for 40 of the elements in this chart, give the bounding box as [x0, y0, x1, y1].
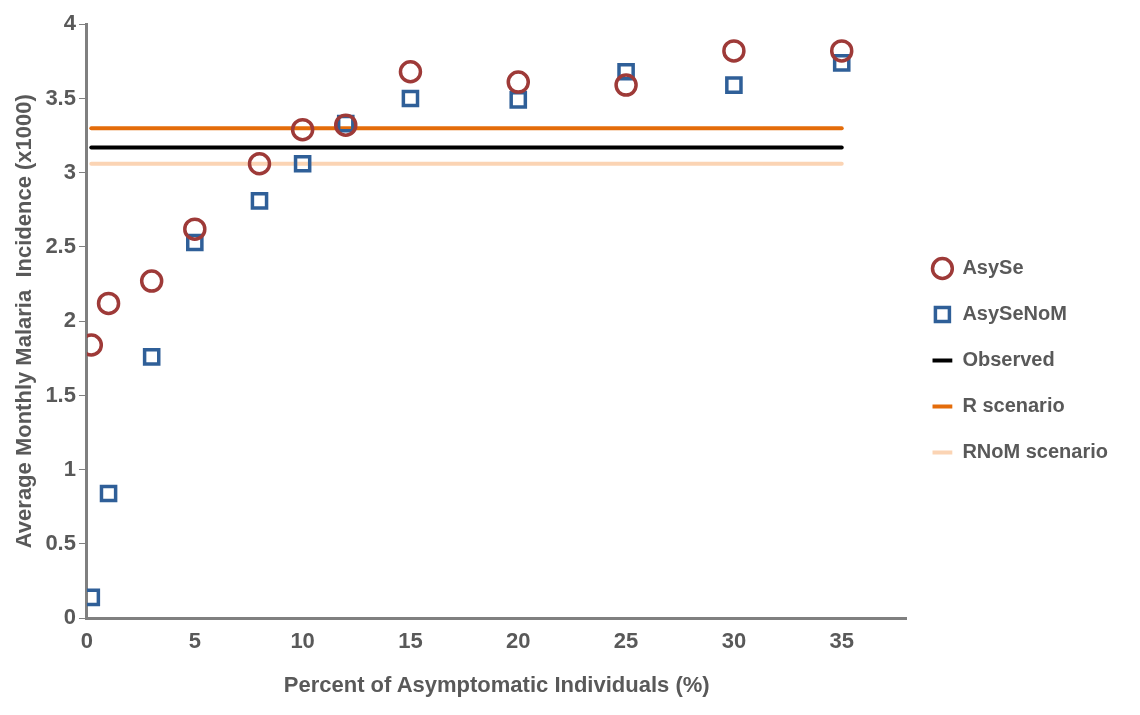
x-tick-label: 35: [829, 628, 854, 654]
legend-label: Observed: [962, 348, 1055, 371]
legend-label: RNoM scenario: [962, 440, 1109, 463]
x-tick-label: 30: [721, 628, 747, 654]
y-tick-label: 2.5: [45, 233, 76, 259]
point: [829, 39, 854, 63]
y-tick-label: 1.5: [45, 381, 76, 407]
legend-label: AsySe: [962, 256, 1024, 279]
point: [506, 70, 531, 94]
legend-label: R scenario: [962, 394, 1065, 417]
point: [142, 348, 161, 366]
point: [183, 217, 207, 241]
y-tick-label: 4: [63, 10, 77, 36]
y-tick-label: 2: [63, 307, 76, 333]
x-tick-label: 25: [613, 628, 639, 654]
x-tick-label: 10: [290, 628, 315, 654]
y-tick-label: 1: [63, 455, 76, 481]
x-tick-label: 0: [80, 628, 94, 654]
point: [96, 291, 121, 316]
point: [250, 192, 269, 210]
y-tick-label: 0: [63, 604, 76, 630]
point: [725, 76, 743, 94]
x-tick-label: 15: [398, 628, 423, 654]
x-tick-label: 20: [506, 628, 531, 654]
point: [398, 59, 423, 84]
y-tick-label: 0.5: [45, 530, 76, 556]
point: [401, 89, 420, 108]
point: [290, 117, 315, 142]
y-axis-title: Average Monthly Malaria Incidence (x1000): [11, 94, 37, 549]
legend-label: AsySeNoM: [962, 302, 1067, 325]
x-tick-label: 5: [188, 628, 201, 654]
point: [293, 154, 312, 173]
x-axis-title: Percent of Asymptomatic Individuals (%): [283, 671, 710, 697]
y-tick-label: 3: [63, 158, 76, 184]
y-tick-label: 3.5: [45, 84, 76, 110]
point: [722, 39, 746, 63]
point: [247, 152, 272, 176]
point: [99, 484, 118, 503]
point: [139, 269, 164, 293]
point: [614, 73, 638, 97]
